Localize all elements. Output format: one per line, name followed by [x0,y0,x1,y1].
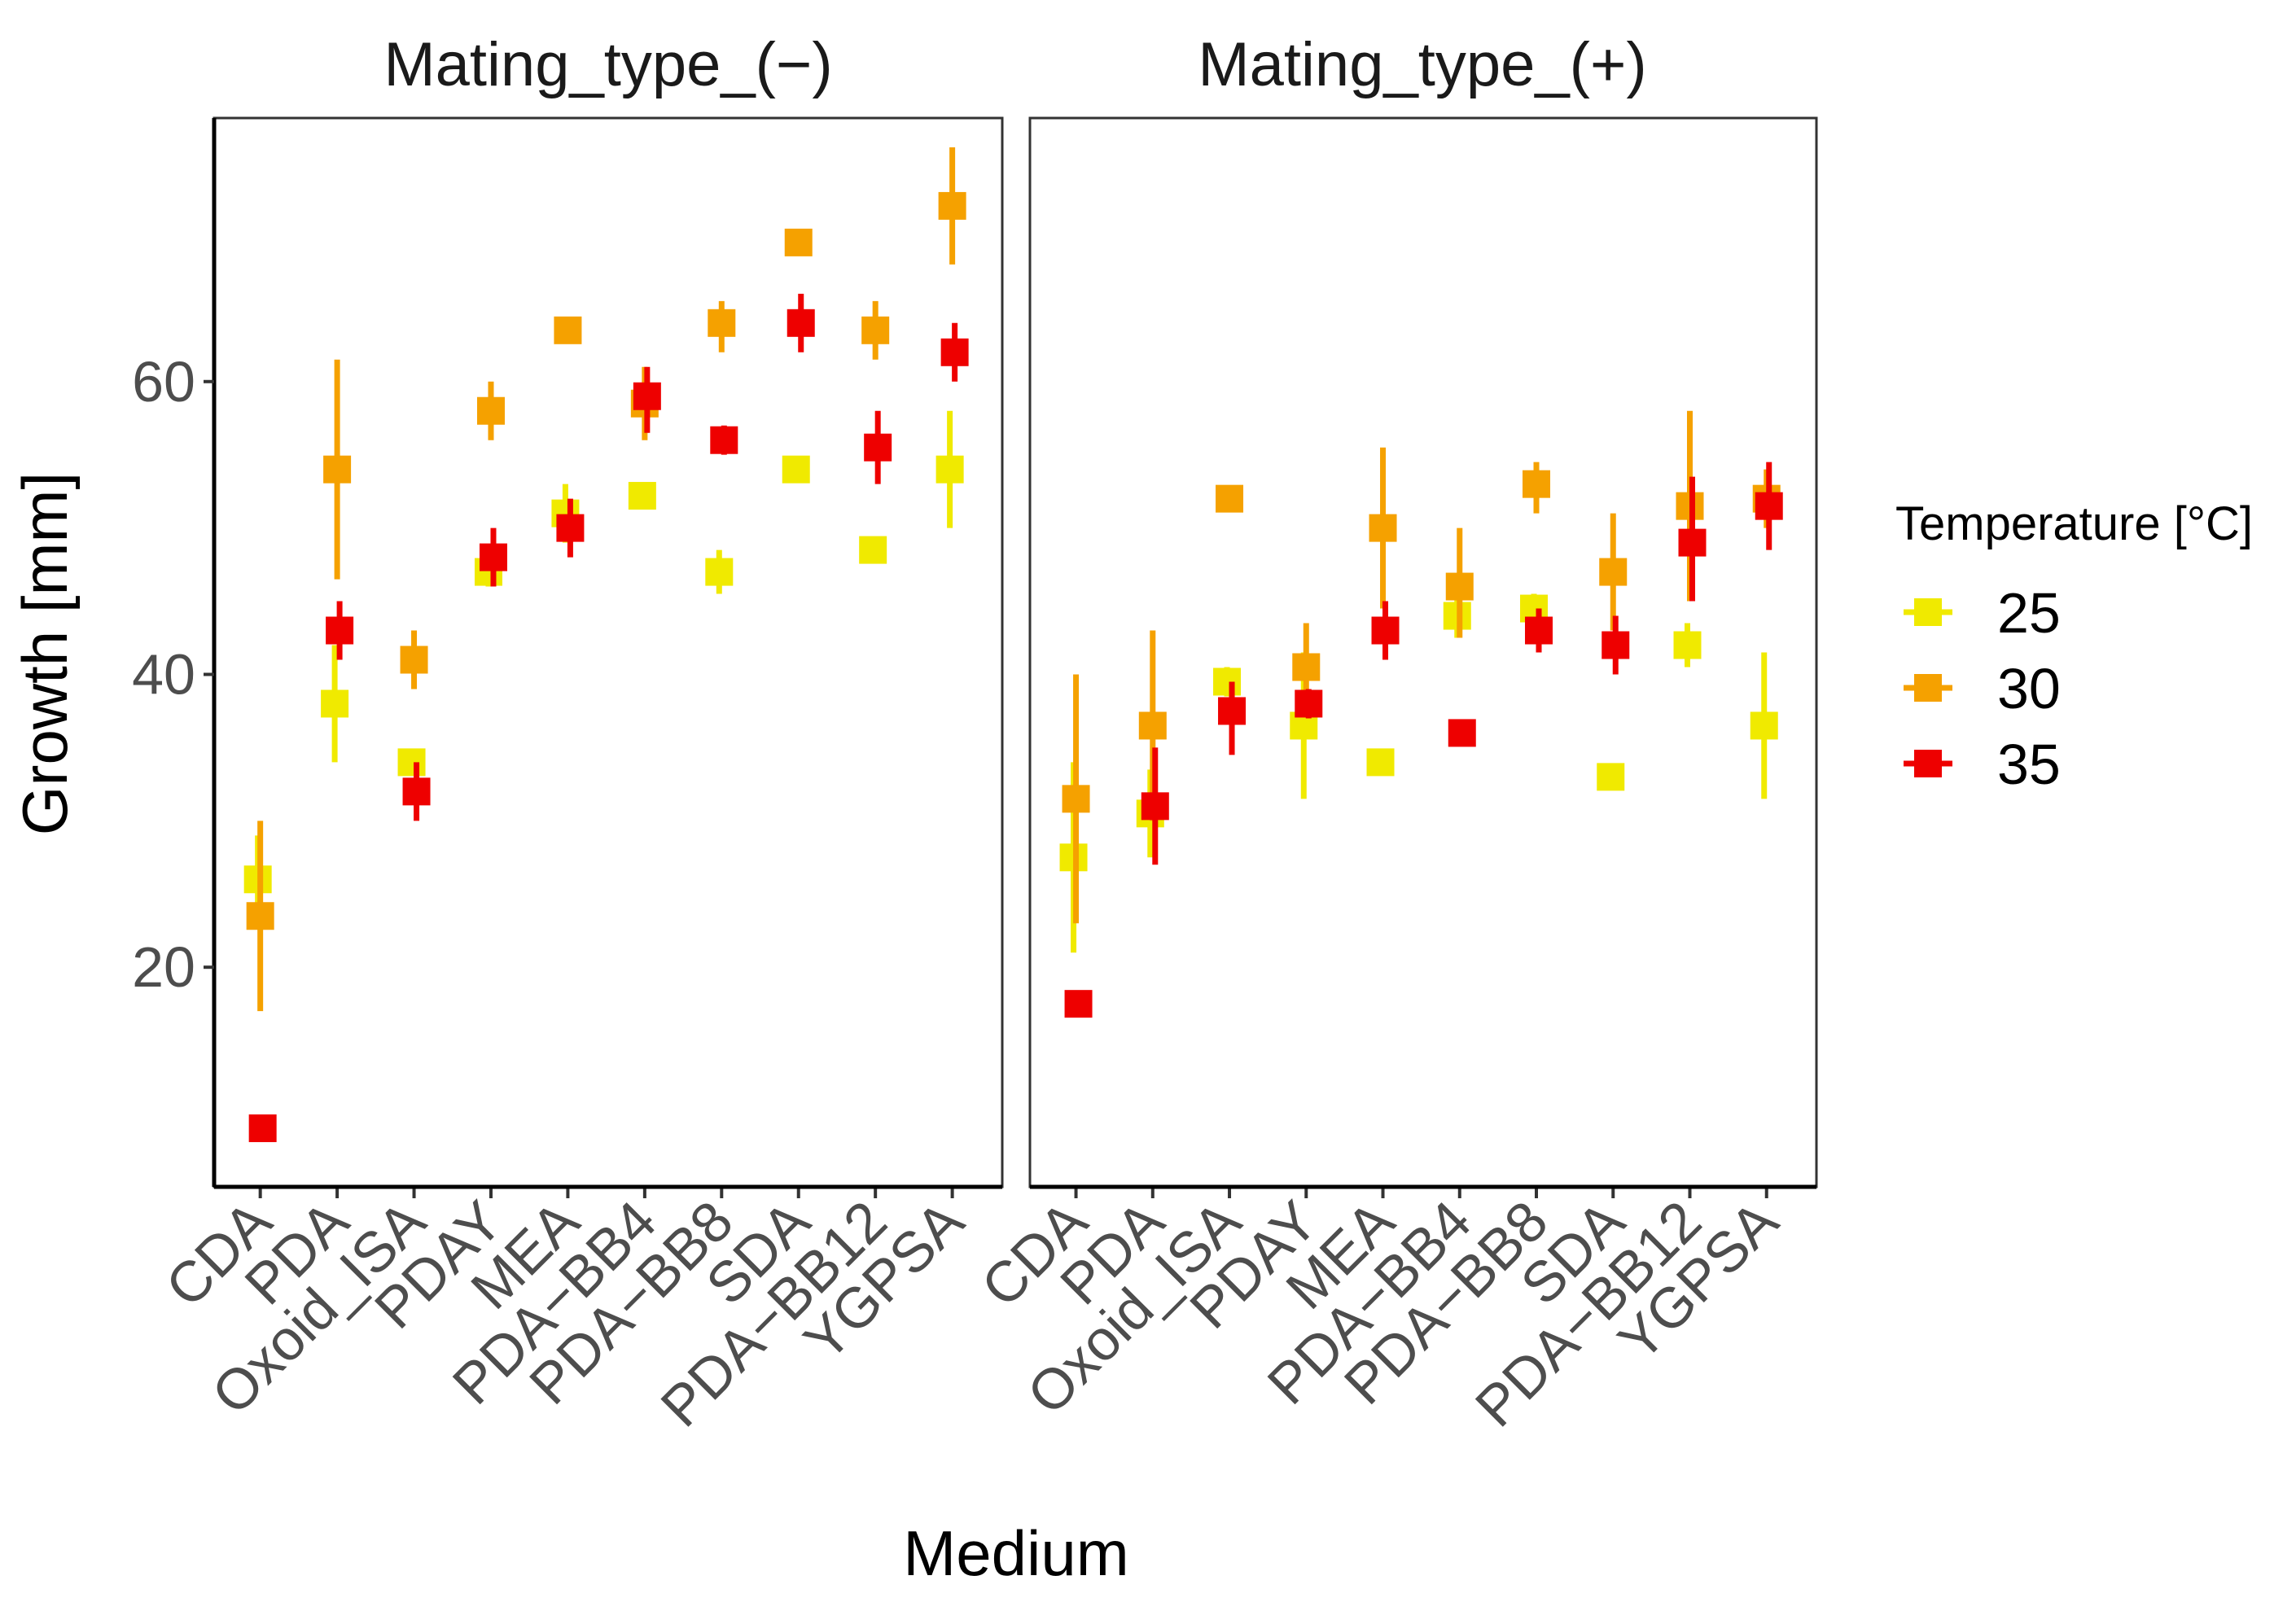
data-point [397,748,426,777]
data-point [938,191,966,220]
data-point [402,777,431,806]
panel-marks [243,147,969,1143]
data-point [935,455,964,484]
data-point [784,228,813,256]
data-point [628,482,656,510]
data-point [326,616,354,645]
data-point [1064,990,1093,1018]
data-point [1216,484,1244,513]
data-point [633,382,661,410]
data-point [479,543,507,571]
data-point [1448,719,1476,747]
data-point [1678,528,1707,557]
legend-key-square [1914,598,1942,626]
panel-title: Mating_type_(−) [383,30,832,99]
data-point [1295,689,1323,718]
data-point [323,455,352,484]
data-point [1366,748,1395,777]
y-tick-labels: 20 40 60 [132,350,214,999]
data-point [1213,668,1242,696]
data-point [1218,697,1247,725]
data-point [1371,616,1400,645]
legend-title: Temperature [°C] [1895,497,2253,550]
legend-label: 30 [1997,657,2061,720]
data-point [705,558,734,586]
y-tick-label: 40 [132,642,195,706]
data-point [1292,653,1321,681]
y-tick-label: 20 [132,935,195,999]
data-point [556,514,585,542]
data-point [1602,631,1630,659]
x-tick-labels: CDAPDAOxoid_ISAPDAYMEAPDA−BB4PDA−BB8SDAP… [969,1187,1790,1438]
legend-label: 35 [1997,733,2061,796]
data-point [1525,616,1553,645]
y-tick-label: 60 [132,350,195,414]
data-point [708,309,736,337]
data-point [1673,631,1702,659]
legend-label: 25 [1997,581,2061,645]
x-tick-labels: CDAPDAOxoid_ISAPDAYMEAPDA−BB4PDA−BB8SDAP… [154,1187,975,1438]
data-point [1062,785,1090,813]
data-point [710,426,738,454]
data-point [321,689,349,718]
data-point [1750,711,1778,740]
data-point [859,536,887,564]
panel-mating-type-minus: Mating_type_(−) CDAPDAOxoid_ISAPDAYMEAPD… [154,30,1004,1438]
data-point [1369,514,1397,542]
panel-title: Mating_type_(+) [1198,30,1646,99]
data-point [787,309,815,337]
x-axis-title: Medium [903,1517,1128,1589]
data-point [248,1114,277,1143]
legend: Temperature [°C] 25 30 35 [1895,497,2253,796]
data-point [940,338,969,366]
data-point [554,316,582,344]
data-point [782,455,810,484]
data-point [1755,492,1783,520]
y-axis-title: Growth [mm] [9,472,81,835]
data-point [1523,470,1551,498]
data-point [1597,763,1625,791]
legend-key-square [1914,674,1942,702]
data-point [246,902,274,930]
legend-key-square [1914,750,1942,777]
panel-mating-type-plus: Mating_type_(+) CDAPDAOxoid_ISAPDAYMEAPD… [969,30,1818,1438]
data-point [864,433,892,462]
legend-entries: 25 30 35 [1904,581,2061,796]
data-point [476,396,505,425]
data-point [1141,792,1169,821]
data-point [861,316,890,344]
data-point [1138,711,1167,740]
data-point [1599,558,1628,586]
data-point [400,646,428,674]
panel-marks [1059,410,1783,1018]
data-point [1445,572,1474,601]
